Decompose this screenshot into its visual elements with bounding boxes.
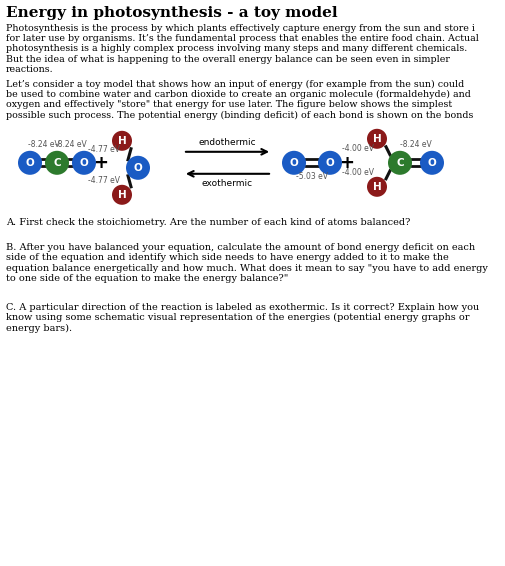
Text: +: + [339,154,355,172]
Circle shape [388,151,412,175]
Text: side of the equation and identify which side needs to have energy added to it to: side of the equation and identify which … [6,254,449,262]
Text: -4.00 eV: -4.00 eV [342,144,374,153]
Circle shape [18,151,42,175]
Text: to one side of the equation to make the energy balance?": to one side of the equation to make the … [6,275,288,284]
Text: equation balance energetically and how much. What does it mean to say "you have : equation balance energetically and how m… [6,264,488,273]
Text: B. After you have balanced your equation, calculate the amount of bond energy de: B. After you have balanced your equation… [6,243,475,252]
Circle shape [318,151,342,175]
Text: But the idea of what is happening to the overall energy balance can be seen even: But the idea of what is happening to the… [6,54,450,63]
Text: H: H [373,134,381,144]
Text: -4.00 eV: -4.00 eV [342,168,374,177]
Text: possible such process. The potential energy (binding deficit) of each bond is sh: possible such process. The potential ene… [6,110,473,120]
Text: reactions.: reactions. [6,65,54,74]
Text: O: O [134,163,142,173]
Text: H: H [118,190,126,200]
Text: O: O [326,158,334,168]
Text: -8.24 eV: -8.24 eV [55,140,86,149]
Text: photosynthesis is a highly complex process involving many steps and many differe: photosynthesis is a highly complex proce… [6,44,467,53]
Text: O: O [290,158,298,168]
Text: H: H [373,182,381,192]
Circle shape [367,129,387,149]
Text: C. A particular direction of the reaction is labeled as exothermic. Is it correc: C. A particular direction of the reactio… [6,303,479,312]
Text: A. First check the stoichiometry. Are the number of each kind of atoms balanced?: A. First check the stoichiometry. Are th… [6,218,411,227]
Text: exothermic: exothermic [202,179,253,188]
Text: Photosynthesis is the process by which plants effectively capture energy from th: Photosynthesis is the process by which p… [6,24,475,33]
Text: C: C [53,158,61,168]
Circle shape [367,177,387,197]
Circle shape [112,185,132,205]
Text: for later use by organisms. It’s the fundamental process that enables the entire: for later use by organisms. It’s the fun… [6,34,479,43]
Text: -8.24 eV: -8.24 eV [400,140,432,149]
Circle shape [282,151,306,175]
Text: H: H [118,136,126,146]
Text: -5.03 eV: -5.03 eV [296,172,328,181]
Text: energy bars).: energy bars). [6,324,72,333]
Text: -8.24 eV: -8.24 eV [28,140,60,149]
Text: be used to combine water and carbon dioxide to create an organic molecule (forma: be used to combine water and carbon diox… [6,90,471,99]
Text: C: C [396,158,404,168]
Text: +: + [93,154,109,172]
Circle shape [45,151,69,175]
Text: O: O [80,158,88,168]
Circle shape [72,151,96,175]
Circle shape [420,151,444,175]
Text: -4.77 eV: -4.77 eV [88,176,120,185]
Text: O: O [428,158,436,168]
Circle shape [126,156,150,180]
Circle shape [112,131,132,151]
Text: oxygen and effectively "store" that energy for use later. The figure below shows: oxygen and effectively "store" that ener… [6,100,452,109]
Text: O: O [26,158,34,168]
Text: endothermic: endothermic [198,138,257,147]
Text: -4.77 eV: -4.77 eV [88,145,120,155]
Text: Energy in photosynthesis - a toy model: Energy in photosynthesis - a toy model [6,6,338,20]
Text: know using some schematic visual representation of the energies (potential energ: know using some schematic visual represe… [6,314,470,323]
Text: Let’s consider a toy model that shows how an input of energy (for example from t: Let’s consider a toy model that shows ho… [6,80,464,89]
